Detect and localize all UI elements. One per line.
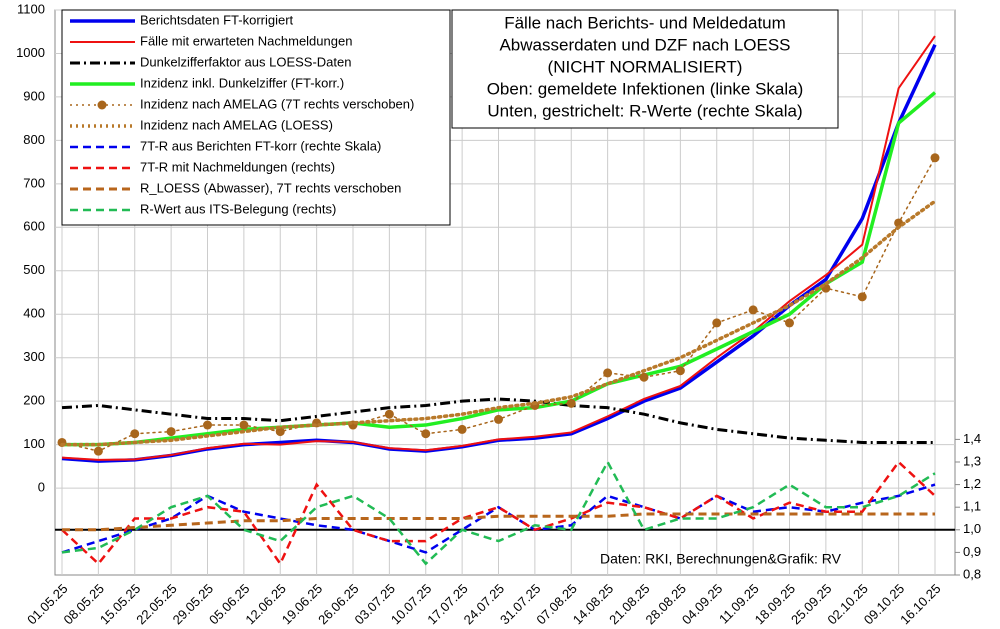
series-line: [61, 459, 936, 566]
point: [675, 366, 685, 376]
series-line: [61, 460, 936, 567]
y-tick-label: 100: [23, 436, 45, 451]
series-line: [61, 35, 936, 461]
y-tick-label: 0: [38, 480, 45, 495]
x-tick-label: 04.09.25: [679, 581, 725, 627]
y-tick-label: 300: [23, 349, 45, 364]
legend-label: R_LOESS (Abwasser), 7T rechts verschoben: [140, 180, 401, 195]
y2-tick-label: 0,8: [963, 566, 981, 581]
series-line: [61, 397, 935, 444]
legend-label: Inzidenz inkl. Dunkelziffer (FT-korr.): [140, 75, 344, 90]
point: [712, 318, 722, 328]
point: [494, 414, 503, 424]
y2-tick-label: 1,0: [963, 521, 981, 536]
legend-label: Inzidenz nach AMELAG (LOESS): [140, 117, 333, 132]
y-tick-label: 200: [23, 393, 45, 408]
point: [930, 153, 940, 163]
chart-title: (NICHT NORMALISIERT): [548, 57, 743, 76]
legend-label: Fälle mit erwarteten Nachmeldungen: [140, 33, 352, 48]
y2-tick-label: 0,9: [963, 544, 981, 559]
legend-label: R-Wert aus ITS-Belegung (rechts): [140, 201, 336, 216]
legend-label: Dunkelzifferfaktor aus LOESS-Daten: [140, 54, 351, 69]
y-tick-label: 900: [23, 88, 45, 103]
point: [785, 318, 794, 328]
point: [203, 420, 212, 430]
point: [566, 398, 576, 408]
y2-tick-label: 1,1: [963, 499, 981, 514]
point: [639, 372, 649, 382]
legend-marker: [97, 100, 107, 110]
point: [857, 292, 867, 302]
source-note: Daten: RKI, Berechnungen&Grafik: RV: [600, 551, 842, 567]
y2-tick-label: 1,2: [963, 476, 981, 491]
point: [384, 409, 394, 419]
chart-title: Oben: gemeldete Infektionen (linke Skala…: [487, 79, 804, 98]
chart-title: Unten, gestrichelt: R-Werte (rechte Skal…: [487, 101, 802, 120]
y-tick-label: 1000: [16, 45, 45, 60]
legend-label: 7T-R aus Berichten FT-korr (rechte Skala…: [140, 138, 381, 153]
series-line: [62, 91, 937, 447]
point: [457, 424, 467, 434]
point: [130, 429, 140, 439]
series-line: [60, 199, 937, 447]
y-tick-label: 800: [23, 132, 45, 147]
x-tick-label: 16.10.25: [897, 581, 943, 627]
point: [166, 427, 176, 437]
y2-tick-label: 1,3: [963, 453, 981, 468]
point: [748, 305, 758, 315]
legend-label: 7T-R mit Nachmeldungen (rechts): [140, 159, 335, 174]
legend-label: Berichtsdaten FT-korrigiert: [140, 12, 294, 27]
y-tick-label: 1100: [17, 1, 45, 16]
legend-label: Inzidenz nach AMELAG (7T rechts verschob…: [140, 96, 414, 111]
series-line: [62, 512, 935, 532]
y-tick-label: 600: [23, 219, 45, 234]
y2-tick-label: 1,4: [963, 431, 981, 446]
y-tick-label: 400: [23, 306, 45, 321]
point: [239, 420, 249, 430]
point: [603, 368, 613, 378]
point: [421, 429, 431, 439]
chart-title: Abwasserdaten und DZF nach LOESS: [499, 35, 790, 54]
series-lines: [55, 35, 955, 567]
chart-title: Fälle nach Berichts- und Meldedatum: [504, 13, 786, 32]
title-box: [451, 9, 839, 129]
point: [275, 427, 285, 437]
y-tick-label: 500: [23, 262, 45, 277]
y-tick-label: 700: [23, 175, 45, 190]
point: [93, 446, 103, 456]
